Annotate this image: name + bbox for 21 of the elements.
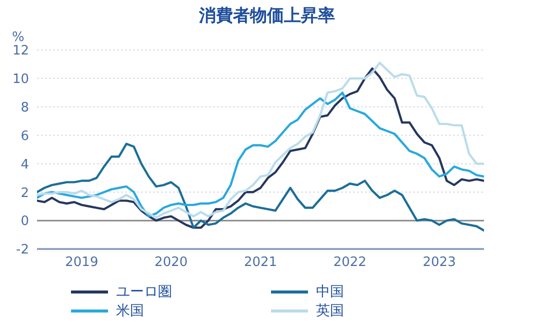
legend-label: 中国 — [316, 283, 344, 301]
line-series — [37, 92, 484, 218]
chart-title: 消費者物価上昇率 — [198, 5, 336, 27]
x-tick-label: 2021 — [244, 255, 278, 270]
x-tick-label: 2023 — [422, 255, 456, 270]
x-tick-label: 2022 — [333, 255, 366, 270]
legend-label: 米国 — [116, 302, 144, 320]
y-tick-label: 12 — [12, 44, 29, 59]
y-tick-label: 6 — [20, 128, 29, 144]
y-tick-label: 0 — [20, 214, 29, 230]
y-tick-label: 10 — [12, 72, 29, 88]
y-tick-label: 4 — [20, 157, 29, 172]
line-series — [37, 142, 484, 232]
y-tick-label: 2 — [20, 186, 29, 201]
y-tick-label: 8 — [20, 100, 29, 116]
x-tick-label: 2020 — [154, 255, 188, 270]
x-tick-label: 2019 — [65, 255, 98, 270]
legend-label: 英国 — [316, 302, 344, 320]
legend-label: ユーロ圏 — [116, 283, 172, 301]
y-axis-title: % — [12, 30, 24, 45]
y-tick-label: -2 — [16, 242, 29, 258]
